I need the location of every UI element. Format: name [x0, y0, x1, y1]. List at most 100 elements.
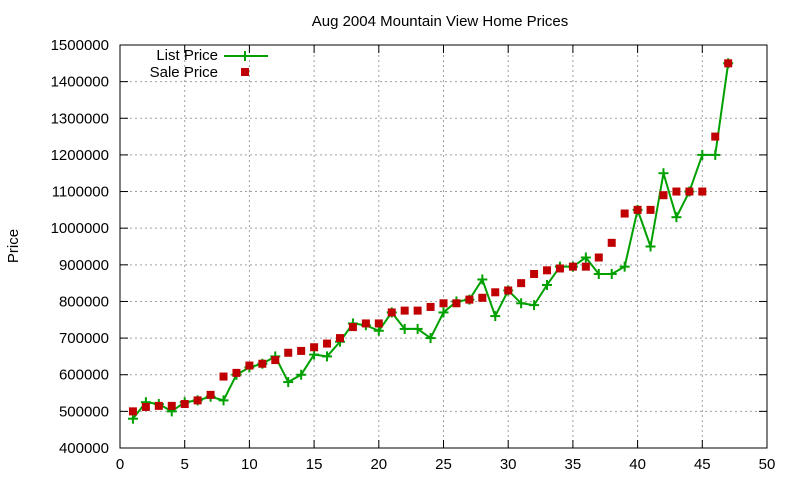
sale-price-point	[633, 205, 642, 214]
y-tick-labels: 400000 500000 600000 700000 800000 900000 1000…	[51, 37, 109, 457]
x-tick-label: 20	[370, 456, 387, 473]
x-tick-label: 50	[759, 456, 776, 473]
sale-price-point	[193, 396, 202, 405]
series-layer	[127, 58, 734, 424]
sale-price-point	[413, 306, 422, 315]
list-price-point	[296, 369, 307, 380]
sale-price-point	[530, 269, 539, 278]
list-price-point	[580, 252, 591, 263]
x-tick-labels: 0 5 10 15 20 25 30 35 40 45 50	[116, 456, 776, 473]
y-tick-label: 400000	[59, 440, 109, 457]
list-price-point	[671, 212, 682, 223]
list-price-point	[645, 241, 656, 252]
y-tick-label: 1000000	[51, 220, 109, 237]
sale-price-point	[232, 368, 241, 377]
sale-price-point	[555, 264, 564, 273]
y-tick-label: 700000	[59, 330, 109, 347]
sale-price-point	[452, 299, 461, 308]
sale-price-point	[284, 348, 293, 357]
y-tick-label: 800000	[59, 293, 109, 310]
list-price-point	[606, 268, 617, 279]
sale-price-point	[335, 334, 344, 343]
chart-title: Aug 2004 Mountain View Home Prices	[312, 13, 569, 30]
legend: List Price Sale Price	[150, 47, 268, 81]
axis-ticks	[119, 44, 768, 449]
sale-price-point	[154, 401, 163, 410]
sale-price-point	[374, 319, 383, 328]
sale-price-point	[128, 407, 137, 416]
sale-price-point	[400, 306, 409, 315]
sale-price-point	[517, 279, 526, 288]
sale-price-point	[323, 339, 332, 348]
x-tick-label: 40	[629, 456, 646, 473]
sale-price-point	[141, 402, 150, 411]
y-axis-label: Price	[5, 229, 22, 263]
list-price-point	[529, 300, 540, 311]
sale-price-point	[439, 299, 448, 308]
y-tick-label: 500000	[59, 403, 109, 420]
sale-price-point	[724, 59, 733, 68]
list-price-point	[542, 279, 553, 290]
sale-price-point	[620, 209, 629, 218]
sale-price-point	[361, 319, 370, 328]
list-price-point	[283, 377, 294, 388]
sale-price-point	[698, 187, 707, 196]
sale-price-point	[478, 293, 487, 302]
list-price-point	[710, 149, 721, 160]
list-price-point	[477, 274, 488, 285]
sale-price-point	[568, 262, 577, 271]
sale-price-point	[581, 262, 590, 271]
x-tick-label: 0	[116, 456, 124, 473]
y-tick-label: 600000	[59, 367, 109, 384]
grid-lines	[120, 45, 767, 448]
sale-price-point	[219, 372, 228, 381]
list-price-point	[218, 395, 229, 406]
x-tick-label: 10	[241, 456, 258, 473]
legend-label-sale-price: Sale Price	[150, 64, 218, 81]
x-tick-label: 5	[181, 456, 189, 473]
list-price-point	[412, 323, 423, 334]
list-price-point	[438, 307, 449, 318]
legend-marker-sale-price	[241, 68, 249, 76]
y-tick-label: 1200000	[51, 147, 109, 164]
sale-price-point	[180, 400, 189, 409]
sale-price-point	[491, 288, 500, 297]
sale-price-point	[387, 308, 396, 317]
y-tick-label: 1100000	[52, 184, 109, 201]
list-price-point	[619, 261, 630, 272]
sale-price-point	[310, 343, 319, 352]
sale-price-point	[543, 266, 552, 275]
list-price-point	[322, 351, 333, 362]
x-tick-label: 15	[306, 456, 323, 473]
list-price-point	[658, 168, 669, 179]
sale-price-point	[271, 356, 280, 365]
x-tick-label: 35	[565, 456, 582, 473]
sale-price-point	[594, 253, 603, 262]
sale-price-point	[167, 401, 176, 410]
x-tick-label: 45	[694, 456, 711, 473]
sale-price-point	[504, 286, 513, 295]
sale-price-point	[607, 238, 616, 247]
y-tick-label: 900000	[59, 257, 109, 274]
sale-price-point	[646, 205, 655, 214]
list-price-point	[399, 323, 410, 334]
sale-price-point	[711, 132, 720, 141]
x-tick-label: 25	[435, 456, 452, 473]
legend-label-list-price: List Price	[156, 47, 218, 64]
legend-marker-list-price	[240, 51, 250, 61]
sale-price-point	[465, 295, 474, 304]
sale-price-point	[685, 187, 694, 196]
list-price-point	[593, 268, 604, 279]
y-tick-label: 1300000	[51, 110, 109, 127]
sale-price-point	[258, 359, 267, 368]
sale-price-point	[206, 390, 215, 399]
sale-price-point	[348, 323, 357, 332]
sale-price-point	[245, 361, 254, 370]
list-price-point	[425, 333, 436, 344]
y-tick-label: 1400000	[51, 74, 109, 91]
list-price-point	[697, 149, 708, 160]
sale-price-point	[297, 346, 306, 355]
sale-price-point	[659, 191, 668, 200]
